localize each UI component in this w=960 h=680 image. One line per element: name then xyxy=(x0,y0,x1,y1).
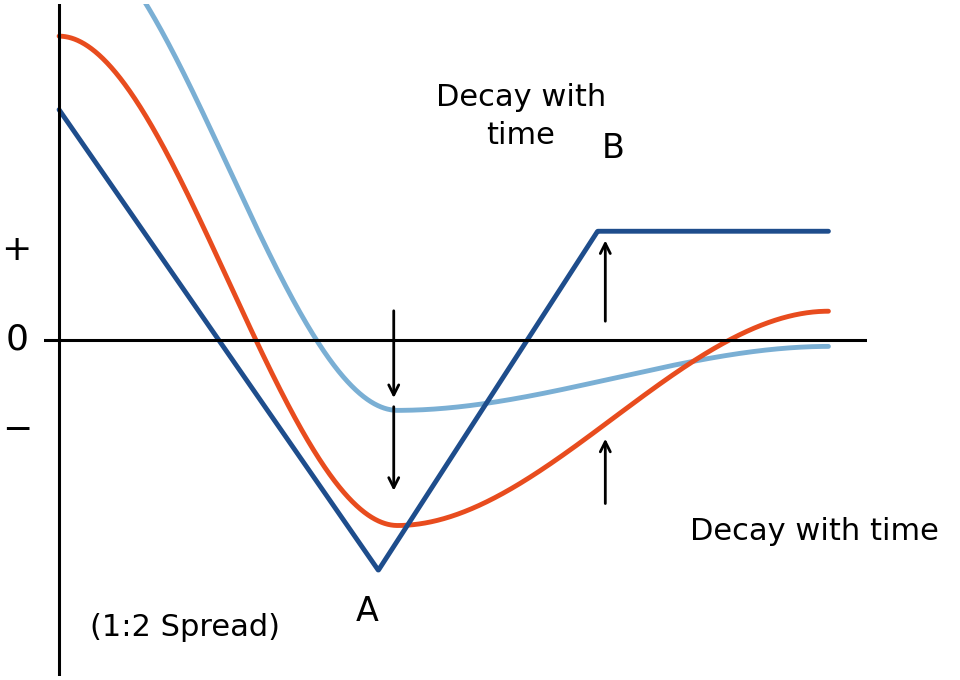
Text: −: − xyxy=(2,413,32,447)
Text: B: B xyxy=(602,132,624,165)
Text: Decay with time: Decay with time xyxy=(690,517,939,547)
Text: A: A xyxy=(355,596,378,628)
Text: Decay with
time: Decay with time xyxy=(436,82,606,150)
Text: 0: 0 xyxy=(5,323,28,357)
Text: +: + xyxy=(2,233,32,267)
Text: (1:2 Spread): (1:2 Spread) xyxy=(90,613,280,643)
